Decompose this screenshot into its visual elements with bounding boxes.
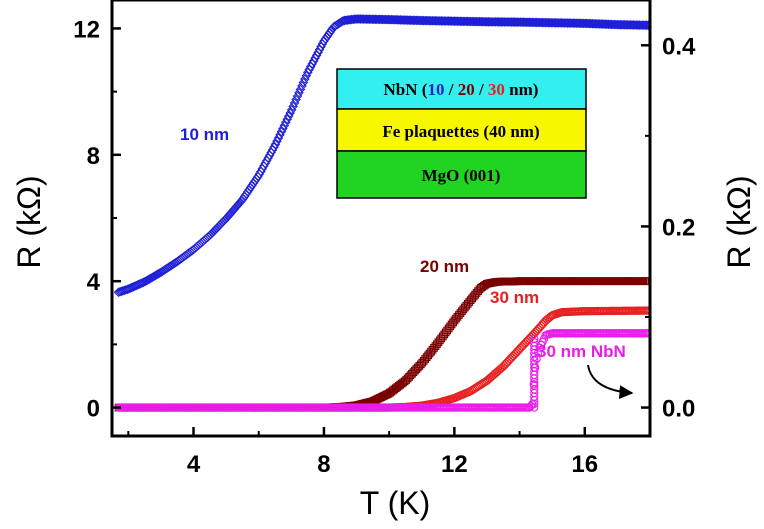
data-point	[532, 354, 541, 364]
data-point	[203, 232, 213, 242]
data-point	[319, 36, 329, 46]
x-tick-label: 4	[187, 451, 201, 478]
y-tick-label-right: 0.2	[662, 214, 695, 241]
y-tick-label-right: 0.0	[662, 396, 695, 423]
plot-frame	[110, 0, 652, 438]
layer-nbn-part: 30	[488, 80, 505, 99]
layer-fe-text: Fe plaquettes (40 nm)	[382, 122, 539, 141]
data-point	[325, 27, 335, 38]
data-point	[191, 242, 202, 252]
layer-nbn-box	[336, 68, 587, 110]
data-point	[281, 117, 291, 128]
layer-mgo-box	[336, 150, 587, 199]
data-point	[198, 236, 209, 246]
data-point	[279, 120, 290, 131]
data-point	[195, 238, 206, 249]
data-point	[137, 278, 147, 288]
axis-pointer-arrow	[587, 364, 634, 400]
series-layer	[113, 14, 650, 412]
y-tick-label-left: 0	[87, 396, 100, 423]
x-tick-label: 16	[571, 451, 598, 478]
data-point	[194, 239, 204, 250]
data-point	[282, 114, 293, 125]
series-30-nm-nbn	[114, 329, 650, 412]
data-point	[497, 363, 506, 373]
data-point	[272, 136, 282, 146]
data-point	[640, 20, 650, 30]
layer-nbn-text: NbN (10 / 20 / 30 nm)	[384, 80, 539, 99]
data-point	[530, 338, 539, 347]
y-tick-label-left: 12	[73, 16, 100, 43]
data-point	[275, 130, 285, 140]
data-point	[201, 233, 212, 243]
data-point	[322, 32, 332, 42]
layer-mgo-text: MgO (001)	[422, 166, 501, 185]
data-point	[278, 123, 288, 134]
y-tick-label-left: 8	[87, 143, 100, 170]
y-axis-title-right: R (kΩ)	[721, 175, 757, 268]
data-point	[273, 133, 284, 143]
data-point	[323, 29, 334, 40]
layer-nbn-part: 20	[458, 80, 475, 99]
data-point	[320, 34, 331, 44]
layer-stack: NbN (10 / 20 / 30 nm) Fe plaquettes (40 …	[336, 68, 587, 199]
data-point	[530, 334, 539, 343]
data-point	[326, 25, 337, 36]
label-20nm: 20 nm	[420, 257, 469, 276]
data-point	[270, 139, 281, 150]
data-point	[539, 318, 549, 327]
data-point	[192, 241, 203, 251]
ticks-layer: 4 8 12 16 0 4 8 12 0.0 0.2 0.4	[73, 16, 696, 478]
data-point	[643, 20, 650, 31]
layer-nbn-part: 10	[427, 80, 444, 99]
layer-nbn-part: nm)	[505, 80, 539, 99]
label-30nm-nbn: 30 nm NbN	[537, 342, 626, 361]
label-10nm: 10 nm	[180, 125, 229, 144]
layer-nbn-part: NbN (	[384, 80, 428, 99]
data-point	[285, 108, 295, 118]
data-point	[283, 111, 294, 121]
x-tick-label: 12	[441, 451, 468, 478]
data-point	[200, 234, 210, 245]
x-tick-label: 8	[317, 451, 330, 478]
y-tick-label-right: 0.4	[662, 33, 696, 60]
series-10-nm	[113, 14, 650, 298]
data-point	[301, 70, 312, 81]
x-axis-title: T (K)	[360, 485, 431, 521]
y-tick-label-left: 4	[87, 269, 101, 296]
data-point	[276, 127, 287, 137]
layer-nbn-part: /	[444, 80, 457, 99]
data-point	[269, 142, 279, 152]
y-axis-title-left: R (kΩ)	[11, 175, 47, 268]
data-point	[197, 237, 207, 247]
label-30nm: 30 nm	[490, 288, 539, 307]
layer-nbn-part: /	[475, 80, 488, 99]
